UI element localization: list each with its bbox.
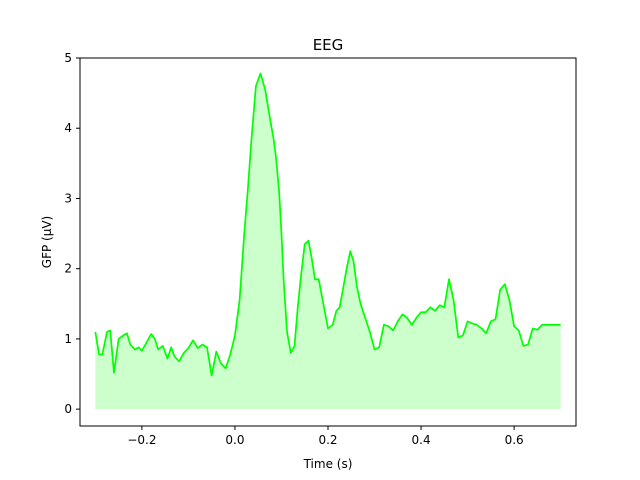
y-axis-ticks: 0 1 2 3 4 5	[64, 51, 80, 416]
y-tick-label: 5	[64, 51, 72, 65]
plot-area	[94, 72, 561, 410]
x-axis-label: Time (s)	[303, 457, 353, 471]
y-tick-label: 0	[64, 402, 72, 416]
gfp-line	[94, 72, 561, 377]
y-tick-label: 4	[64, 121, 72, 135]
chart-title: EEG	[313, 36, 344, 54]
x-tick-label: 0.2	[318, 433, 337, 447]
y-tick-label: 3	[64, 191, 72, 205]
x-tick-label: 0.0	[225, 433, 244, 447]
y-tick-label: 1	[64, 332, 72, 346]
y-tick-label: 2	[64, 262, 72, 276]
y-axis-label: GFP (µV)	[40, 216, 54, 268]
x-axis-ticks: −0.2 0.0 0.2 0.4 0.6	[127, 426, 524, 447]
gfp-area-fill	[95, 73, 561, 410]
x-tick-label: −0.2	[127, 433, 156, 447]
x-tick-label: 0.4	[412, 433, 431, 447]
x-tick-label: 0.6	[505, 433, 524, 447]
